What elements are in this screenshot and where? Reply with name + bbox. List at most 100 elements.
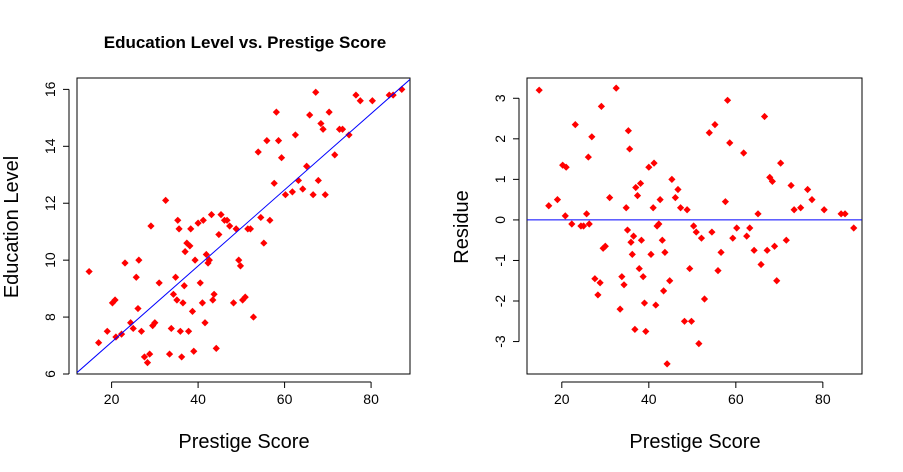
data-point — [618, 273, 626, 281]
data-point — [270, 179, 278, 187]
data-point — [140, 353, 149, 361]
data-point — [303, 162, 311, 170]
data-point — [85, 267, 93, 276]
data-point — [680, 317, 689, 325]
data-point — [663, 360, 671, 368]
data-point — [194, 219, 202, 227]
data-point — [129, 324, 137, 333]
data-point — [676, 204, 685, 212]
data-point — [787, 181, 795, 190]
data-point — [184, 327, 193, 335]
data-point — [288, 188, 296, 196]
data-point — [172, 273, 180, 281]
data-point — [705, 129, 713, 137]
data-point — [209, 296, 217, 304]
data-point — [723, 96, 732, 104]
y-tick-label: 16 — [42, 81, 58, 97]
data-point — [191, 256, 199, 264]
y-tick-label: 3 — [492, 94, 508, 102]
data-point — [317, 119, 325, 128]
data-point — [666, 277, 674, 285]
data-point — [627, 238, 635, 246]
data-point — [620, 281, 628, 289]
data-point — [584, 153, 592, 161]
data-point — [841, 210, 849, 218]
data-point — [674, 185, 682, 194]
data-point — [272, 108, 280, 116]
data-point — [165, 350, 174, 358]
data-point — [661, 248, 669, 256]
data-point — [174, 216, 182, 224]
y-axis-label: Education Level — [1, 156, 23, 298]
data-point — [616, 305, 624, 313]
data-point — [629, 232, 638, 240]
data-point — [585, 220, 593, 228]
data-point — [790, 206, 798, 214]
data-point — [196, 279, 204, 287]
data-point — [668, 175, 676, 183]
data-point — [312, 88, 320, 96]
data-point — [132, 273, 140, 281]
data-points — [85, 85, 406, 367]
data-point — [274, 137, 283, 145]
data-point — [636, 179, 645, 188]
data-point — [640, 299, 649, 307]
data-point — [202, 250, 210, 259]
data-point — [623, 226, 632, 234]
data-point — [134, 304, 142, 313]
data-point — [656, 196, 664, 204]
data-point — [754, 210, 762, 218]
data-point — [652, 301, 660, 309]
data-point — [757, 260, 765, 269]
data-point — [658, 236, 666, 244]
data-point — [599, 244, 607, 252]
data-point — [820, 206, 828, 214]
education-vs-prestige-chart: Education Level vs. Prestige Score 6 8 10 1… — [1, 33, 411, 453]
data-point — [319, 125, 327, 133]
y-tick-label: -2 — [492, 295, 508, 308]
data-point — [398, 85, 406, 93]
data-point — [254, 148, 262, 156]
data-point — [770, 242, 779, 250]
data-point — [147, 222, 155, 230]
y-tick-label: 2 — [492, 135, 508, 143]
x-tick-label: 20 — [554, 391, 570, 407]
x-tick-label: 80 — [363, 391, 379, 407]
data-point — [309, 191, 317, 199]
data-point — [167, 324, 175, 333]
data-point — [768, 177, 776, 185]
data-point — [266, 216, 274, 224]
data-point — [201, 319, 209, 327]
data-point — [103, 327, 111, 335]
data-point — [579, 222, 588, 230]
data-point — [837, 210, 845, 218]
data-point — [188, 307, 197, 315]
x-tick-label: 60 — [728, 391, 744, 407]
x-axis-label: Prestige Score — [629, 431, 760, 453]
y-tick-label: 12 — [42, 195, 58, 211]
y-axis: -3 -2 -1 0 1 2 3 — [492, 94, 520, 348]
data-point — [389, 91, 397, 99]
y-tick-label: 14 — [42, 138, 58, 154]
data-point — [345, 131, 353, 139]
y-tick-label: 10 — [42, 252, 58, 268]
data-point — [121, 259, 129, 267]
data-point — [635, 264, 643, 273]
data-point — [553, 196, 562, 204]
data-point — [95, 339, 103, 347]
data-point — [671, 194, 679, 202]
data-point — [179, 299, 187, 307]
data-point — [562, 163, 570, 171]
data-point — [181, 248, 189, 256]
data-point — [117, 330, 126, 338]
data-point — [223, 216, 231, 224]
data-point — [338, 125, 347, 133]
y-tick-label: 1 — [492, 175, 508, 183]
y-axis: 6 8 10 12 14 16 — [42, 81, 70, 378]
data-point — [632, 183, 640, 192]
data-point — [626, 145, 634, 153]
data-point — [750, 246, 758, 254]
data-point — [143, 359, 152, 367]
data-point — [151, 319, 159, 327]
data-point — [277, 154, 286, 162]
